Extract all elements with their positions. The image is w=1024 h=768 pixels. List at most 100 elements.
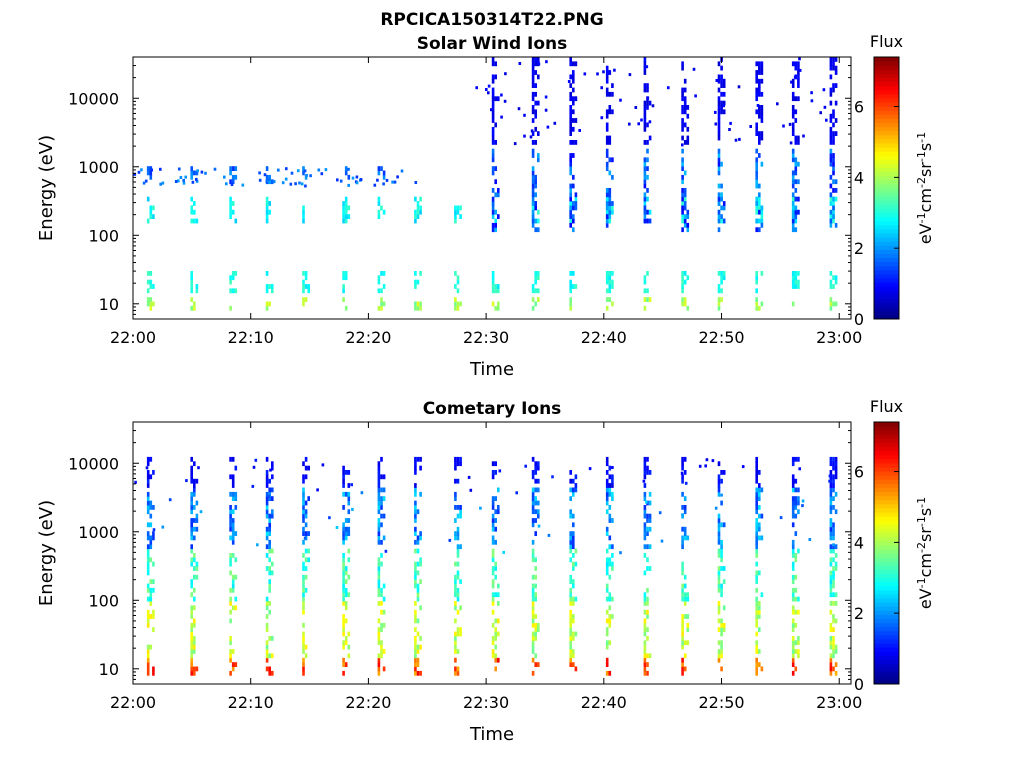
data-cell [146, 271, 150, 276]
colorbar-swatch [874, 471, 899, 476]
data-cell [355, 175, 359, 179]
data-cell [829, 505, 833, 510]
data-cell [537, 513, 540, 519]
data-cell [794, 640, 798, 646]
data-cell [791, 284, 795, 289]
data-cell [646, 83, 649, 88]
data-cell [454, 478, 457, 484]
data-cell [832, 627, 835, 632]
data-cell [643, 666, 647, 672]
data-cell [229, 596, 232, 602]
data-cell [834, 601, 838, 606]
data-cell [265, 653, 269, 659]
data-cell [605, 140, 609, 145]
data-cell [265, 566, 269, 571]
data-cell [229, 474, 232, 480]
data-cell [377, 526, 381, 532]
data-cell [268, 526, 271, 532]
data-cell [829, 61, 833, 67]
data-cell [456, 649, 460, 654]
data-cell [643, 662, 647, 667]
data-cell [572, 174, 575, 180]
data-cell [755, 109, 758, 115]
data-cell [229, 491, 232, 497]
data-cell [681, 539, 684, 545]
data-cell [229, 535, 232, 541]
data-cell [265, 174, 269, 180]
data-cell [229, 553, 232, 558]
data-cell [342, 574, 345, 580]
data-cell [537, 209, 540, 215]
data-cell [344, 579, 348, 584]
data-cell [572, 70, 575, 75]
data-cell [414, 649, 417, 654]
data-cell [829, 91, 833, 97]
data-cell [717, 118, 721, 123]
data-cell [791, 605, 795, 611]
data-cell [380, 622, 383, 628]
data-cell [302, 505, 305, 510]
data-cell [791, 131, 795, 136]
data-cell [231, 288, 235, 294]
data-cell [758, 209, 761, 215]
data-cell [265, 649, 269, 654]
data-cell [419, 271, 422, 276]
data-cell [497, 284, 500, 289]
data-cell [152, 627, 155, 632]
data-cell [531, 305, 535, 311]
colorbar-swatch [874, 282, 899, 287]
data-cell [574, 666, 578, 672]
data-cell [717, 105, 721, 110]
colorbar-swatch [874, 175, 899, 181]
data-cell [494, 539, 497, 545]
data-cell [197, 466, 200, 470]
data-cell [760, 209, 764, 215]
data-cell [797, 70, 800, 75]
data-cell [231, 649, 235, 654]
data-cell [569, 548, 572, 554]
data-cell [572, 566, 575, 571]
data-cell [344, 196, 348, 202]
data-cell [302, 605, 305, 611]
data-cell [755, 509, 758, 515]
data-cell [193, 483, 196, 488]
data-cell [832, 456, 835, 462]
data-cell [760, 70, 764, 75]
data-cell [491, 201, 495, 206]
data-cell [344, 305, 348, 311]
data-cell [720, 618, 723, 624]
data-cell [643, 491, 647, 497]
data-cell [791, 561, 795, 567]
x-tick-label: 22:10 [228, 693, 274, 712]
data-cell [681, 666, 684, 672]
colorbar-swatch [874, 585, 899, 591]
data-cell [307, 465, 310, 471]
data-cell [829, 670, 833, 676]
data-cell [193, 535, 196, 541]
data-cell [268, 522, 271, 528]
data-cell [497, 509, 500, 515]
data-cell [537, 487, 540, 493]
data-cell [456, 531, 460, 536]
data-cell [414, 279, 417, 285]
data-cell [190, 640, 193, 646]
data-cell [797, 209, 800, 215]
data-cell [302, 631, 305, 637]
data-cell [643, 596, 647, 602]
data-cell [686, 622, 690, 628]
data-cell [720, 583, 723, 589]
data-cell [339, 179, 343, 183]
data-cell [241, 183, 245, 187]
data-cell [758, 91, 761, 97]
data-cell [494, 526, 497, 532]
data-cell [717, 100, 721, 106]
data-cell [140, 168, 143, 172]
data-cell [681, 491, 684, 497]
data-cell [758, 491, 761, 497]
data-cell [195, 288, 199, 294]
data-cell [342, 474, 345, 480]
data-cell [231, 474, 235, 480]
data-cell [491, 461, 495, 467]
data-cell [645, 65, 649, 69]
data-cell [534, 557, 537, 563]
